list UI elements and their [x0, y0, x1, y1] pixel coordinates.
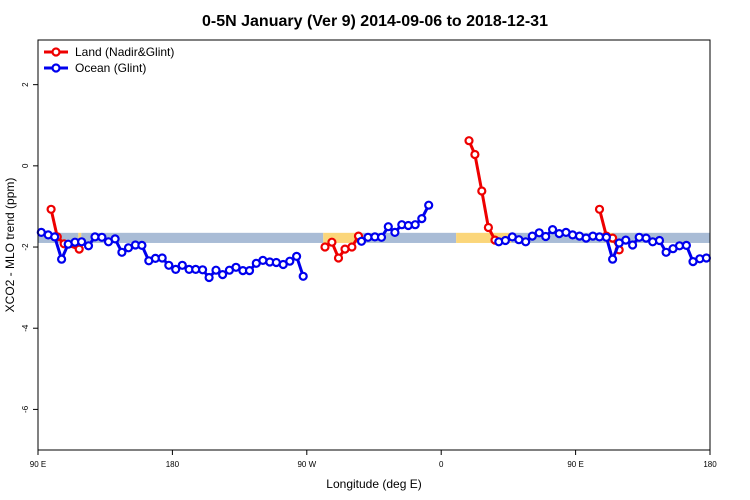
data-point: [285, 256, 295, 266]
series-0: [46, 136, 624, 263]
data-point: [244, 266, 255, 276]
data-point: [157, 253, 167, 263]
data-point: [171, 264, 181, 274]
series-layer: [36, 136, 712, 283]
data-point: [177, 260, 187, 270]
data-point: [56, 254, 67, 264]
data-point: [333, 253, 344, 263]
data-point: [327, 237, 337, 247]
data-point: [470, 149, 480, 160]
legend-marker: [51, 47, 61, 57]
data-point: [356, 236, 367, 246]
x-tick-label: 180: [166, 460, 180, 469]
data-point: [218, 270, 228, 280]
legend-marker: [51, 63, 61, 73]
data-point: [601, 232, 612, 242]
data-point: [607, 254, 618, 264]
data-point: [76, 237, 87, 247]
data-point: [621, 235, 631, 245]
data-point: [424, 200, 434, 210]
y-axis-label: XCO2 - MLO trend (ppm): [3, 178, 17, 313]
data-point: [627, 240, 638, 250]
data-point: [164, 260, 174, 270]
data-point: [137, 240, 147, 250]
y-axis: 2 0 -2 -4 -6: [21, 82, 38, 413]
data-point: [464, 136, 474, 146]
data-point: [547, 225, 558, 235]
x-tick-label: 90 E: [567, 460, 583, 469]
data-point: [117, 247, 127, 257]
x-tick-label: 90 E: [30, 460, 46, 469]
data-point: [594, 204, 605, 214]
data-point: [83, 241, 94, 251]
data-point: [477, 186, 487, 196]
data-point: [320, 242, 330, 252]
data-point: [376, 232, 387, 242]
data-point: [410, 220, 420, 230]
data-point: [541, 231, 551, 242]
y-tick-label: 0: [21, 163, 30, 168]
legend: Land (Nadir&Glint) Ocean (Glint): [44, 45, 174, 75]
data-point: [204, 272, 214, 283]
data-point: [46, 204, 56, 214]
plot-frame: [37, 39, 711, 451]
band-segment: [456, 232, 512, 243]
data-point: [701, 253, 712, 263]
legend-label: Ocean (Glint): [75, 61, 146, 75]
data-point: [681, 240, 692, 250]
band-segment: [362, 232, 457, 243]
data-point: [390, 227, 400, 237]
series-1: [36, 200, 712, 283]
data-point: [661, 247, 671, 257]
x-axis: 90 E 180 90 W 0 90 E 180: [30, 450, 717, 469]
data-point: [654, 235, 665, 246]
data-point: [521, 237, 531, 247]
data-point: [110, 234, 120, 244]
x-tick-label: 90 W: [297, 460, 316, 469]
x-axis-label: Longitude (deg E): [326, 477, 421, 491]
legend-label: Land (Nadir&Glint): [75, 45, 174, 59]
data-point: [567, 230, 578, 240]
chart-title: 0-5N January (Ver 9) 2014-09-06 to 2018-…: [202, 13, 548, 30]
y-tick-label: -4: [21, 324, 30, 332]
data-point: [483, 222, 493, 233]
data-point: [97, 232, 107, 242]
band-segment: [323, 232, 363, 243]
data-point: [347, 242, 357, 252]
data-point: [74, 244, 84, 254]
x-tick-label: 180: [703, 460, 717, 469]
data-point: [292, 251, 302, 261]
data-point: [298, 271, 308, 281]
data-point: [198, 265, 208, 275]
x-tick-label: 0: [439, 460, 444, 469]
data-point: [500, 235, 510, 246]
y-tick-label: -6: [21, 405, 30, 413]
y-tick-label: 2: [21, 82, 30, 87]
data-point: [527, 231, 537, 241]
data-point: [50, 232, 60, 242]
data-point: [211, 265, 221, 275]
band-segment: [81, 232, 324, 243]
data-point: [231, 262, 241, 272]
data-point: [641, 233, 651, 243]
data-point: [534, 228, 544, 238]
data-point: [383, 222, 393, 232]
data-point: [417, 214, 427, 224]
y-tick-label: -2: [21, 243, 30, 251]
